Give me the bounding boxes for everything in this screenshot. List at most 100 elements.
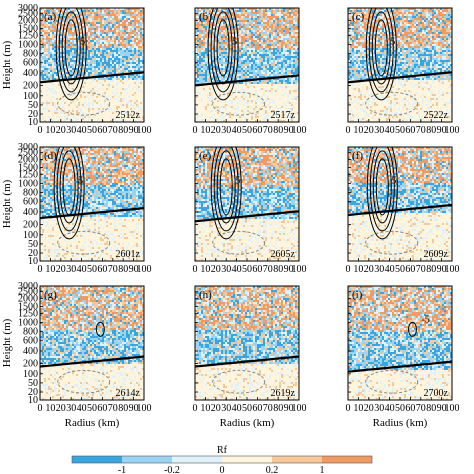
field-cell xyxy=(114,118,116,120)
field-cell xyxy=(138,36,140,38)
field-cell xyxy=(126,22,128,24)
field-cell xyxy=(98,78,100,80)
field-cell xyxy=(281,82,283,84)
field-cell xyxy=(247,42,249,44)
field-cell xyxy=(209,28,211,30)
field-cell xyxy=(130,16,132,18)
field-cell xyxy=(94,70,96,72)
field-cell xyxy=(138,28,140,30)
field-cell xyxy=(100,8,102,10)
field-cell xyxy=(205,22,207,24)
field-cell xyxy=(42,66,44,68)
field-cell xyxy=(100,10,102,12)
field-cell xyxy=(215,72,217,74)
field-cell xyxy=(209,38,211,40)
field-cell xyxy=(142,34,144,36)
x-tick-label: 90 xyxy=(284,125,294,136)
field-cell xyxy=(90,82,92,84)
field-cell xyxy=(142,54,144,56)
field-cell xyxy=(424,14,426,16)
field-cell xyxy=(253,70,255,72)
field-cell xyxy=(295,32,297,34)
field-cell xyxy=(104,32,106,34)
field-cell xyxy=(112,52,114,54)
field-cell xyxy=(255,40,257,42)
field-cell xyxy=(289,8,291,10)
field-cell xyxy=(265,50,267,52)
field-cell xyxy=(440,14,442,16)
field-cell xyxy=(130,48,132,50)
field-cell xyxy=(108,72,110,74)
field-cell xyxy=(195,64,197,66)
field-cell xyxy=(112,76,114,78)
field-cell xyxy=(211,18,213,20)
field-cell xyxy=(52,34,54,36)
field-cell xyxy=(209,10,211,12)
field-cell xyxy=(271,88,273,90)
field-cell xyxy=(219,16,221,18)
panel-field: 5 xyxy=(195,8,299,122)
field-cell xyxy=(48,74,50,76)
field-cell xyxy=(138,60,140,62)
field-cell xyxy=(102,68,104,70)
field-cell xyxy=(271,46,273,48)
field-cell xyxy=(60,16,62,18)
field-cell xyxy=(44,66,46,68)
field-cell xyxy=(253,16,255,18)
field-cell xyxy=(66,12,68,14)
field-cell xyxy=(225,20,227,22)
field-cell xyxy=(114,48,116,50)
field-cell xyxy=(366,20,368,22)
field-cell xyxy=(265,60,267,62)
field-cell xyxy=(62,112,64,114)
field-cell xyxy=(211,70,213,72)
field-cell xyxy=(54,42,56,44)
field-cell xyxy=(54,12,56,14)
field-cell xyxy=(74,56,76,58)
field-cell xyxy=(247,48,249,50)
field-cell xyxy=(215,18,217,20)
field-cell xyxy=(128,58,130,60)
field-cell xyxy=(233,38,235,40)
field-cell xyxy=(223,12,225,14)
field-cell xyxy=(243,34,245,36)
field-cell xyxy=(44,50,46,52)
field-cell xyxy=(114,70,116,72)
field-cell xyxy=(211,58,213,60)
field-cell xyxy=(239,32,241,34)
field-cell xyxy=(219,62,221,64)
field-cell xyxy=(366,14,368,16)
field-cell xyxy=(203,32,205,34)
field-cell xyxy=(265,52,267,54)
field-cell xyxy=(92,16,94,18)
field-cell xyxy=(354,18,356,20)
field-cell xyxy=(50,14,52,16)
field-cell xyxy=(426,8,428,10)
field-cell xyxy=(213,10,215,12)
field-cell xyxy=(195,96,197,98)
field-cell xyxy=(225,30,227,32)
field-cell xyxy=(295,72,297,74)
field-cell xyxy=(239,42,241,44)
field-cell xyxy=(217,70,219,72)
field-cell xyxy=(289,60,291,62)
field-cell xyxy=(217,118,219,120)
field-cell xyxy=(295,44,297,46)
field-cell xyxy=(92,116,94,118)
field-cell xyxy=(118,60,120,62)
field-cell xyxy=(94,20,96,22)
field-cell xyxy=(134,16,136,18)
field-cell xyxy=(48,116,50,118)
field-cell xyxy=(265,62,267,64)
field-cell xyxy=(203,64,205,66)
field-cell xyxy=(225,114,227,116)
field-cell xyxy=(444,18,446,20)
field-cell xyxy=(235,30,237,32)
field-cell xyxy=(366,8,368,10)
field-cell xyxy=(84,8,86,10)
field-cell xyxy=(416,8,418,10)
field-cell xyxy=(249,32,251,34)
field-cell xyxy=(138,42,140,44)
field-cell xyxy=(291,24,293,26)
field-cell xyxy=(120,78,122,80)
